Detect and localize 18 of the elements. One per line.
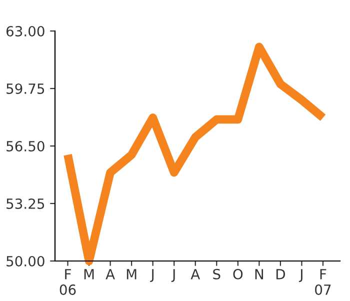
y-tick-label: 53.25 (6, 198, 44, 209)
y-tick-label: 59.75 (6, 83, 44, 94)
x-tick-label: M (126, 269, 136, 280)
x-tick-label: F 06 (60, 269, 76, 295)
x-tick-label: A (190, 269, 200, 280)
x-tick-label: J (171, 269, 175, 282)
x-tick-label: S (213, 268, 220, 280)
x-tick-label: F 07 (315, 269, 331, 295)
x-tick-label: N (255, 269, 264, 280)
y-tick-label: 50.00 (6, 256, 44, 266)
x-tick-label: M (84, 269, 94, 280)
x-tick-label: J (298, 269, 302, 282)
x-tick-label: D (276, 269, 285, 280)
y-tick-label: 63.00 (6, 26, 44, 36)
y-tick-label: 56.50 (6, 140, 44, 152)
x-tick-label: A (106, 269, 115, 280)
x-tick-label: O (233, 268, 243, 280)
x-tick-label: J (150, 269, 154, 282)
